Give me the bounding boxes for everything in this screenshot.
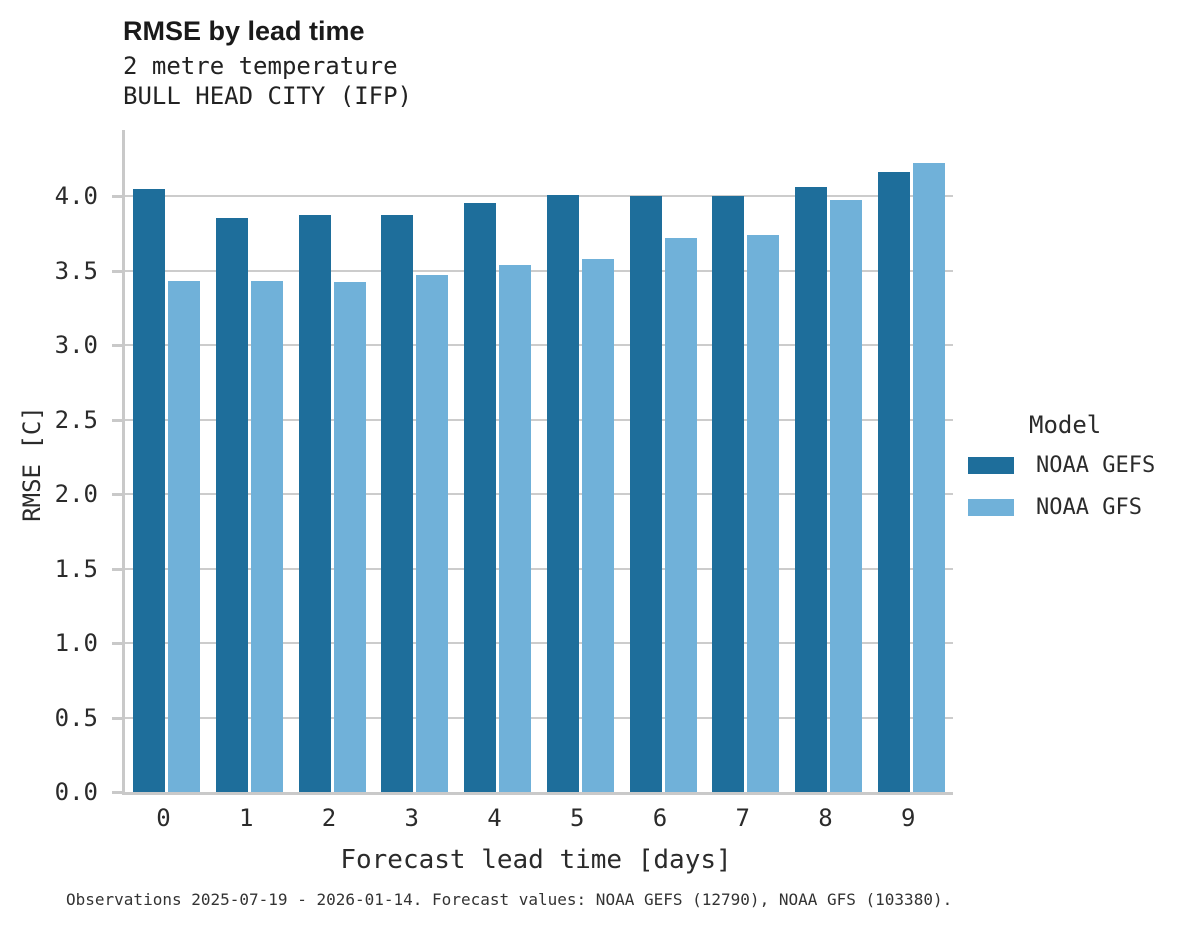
y-tick-mark [112,344,122,347]
bar-noaa-gefs-lead-3 [381,215,414,792]
y-tick-label-1.5: 1.5 [54,554,98,583]
gridline-y-2.5 [125,418,953,421]
x-tick-label-5: 5 [570,804,585,832]
x-tick-label-8: 8 [818,804,833,832]
legend-label: NOAA GFS [1036,495,1142,520]
gridline-y-3.0 [125,344,953,346]
bar-noaa-gfs-lead-9 [912,163,945,792]
x-tick-label-7: 7 [735,804,750,832]
x-tick-label-2: 2 [321,804,337,832]
gridline-y-4.0 [125,195,953,197]
y-tick-label-1.0: 1.0 [54,629,98,657]
x-axis-title: Forecast lead time [days] [340,845,732,875]
gridline-y-2.0 [125,493,953,495]
gridline-y-0.5 [125,716,953,719]
x-tick-label-1: 1 [239,804,254,832]
bar-noaa-gfs-lead-6 [664,238,697,792]
y-tick-mark [112,642,122,645]
bar-noaa-gefs-lead-4 [464,203,496,792]
footer-note: Observations 2025-07-19 - 2026-01-14. Fo… [66,890,953,909]
gridline-y-1.5 [125,567,953,570]
y-tick-mark [112,716,122,720]
x-tick-label-4: 4 [487,804,502,832]
bar-noaa-gfs-lead-2 [333,282,366,792]
legend-item-noaa-gfs: NOAA GFS [968,495,1183,520]
gridline-y-1.0 [125,642,953,644]
y-tick-mark [112,269,122,273]
y-tick-mark [112,791,122,794]
bar-noaa-gfs-lead-4 [499,265,531,792]
y-tick-label-4.0: 4.0 [54,182,98,210]
chart-title: RMSE by lead time [123,16,365,46]
y-tick-mark [112,195,122,198]
bar-noaa-gfs-lead-8 [830,200,862,792]
bar-noaa-gfs-lead-5 [581,259,614,792]
bar-noaa-gefs-lead-1 [215,218,248,792]
bar-noaa-gfs-lead-3 [416,275,449,792]
gridline-y-3.5 [125,269,953,272]
legend-swatch-icon [968,457,1014,474]
plot-area [122,130,953,795]
legend-title: Model [1029,411,1102,439]
y-tick-label-0.5: 0.5 [54,703,98,732]
x-tick-label-3: 3 [404,804,419,832]
x-tick-label-6: 6 [652,804,668,832]
y-tick-mark [112,493,122,496]
y-tick-label-0.0: 0.0 [54,778,98,806]
legend-label: NOAA GEFS [1036,453,1156,478]
bar-noaa-gfs-lead-7 [747,235,780,792]
chart-subtitle-station: BULL HEAD CITY (IFP) [123,82,412,110]
bar-noaa-gfs-lead-1 [250,281,283,792]
bar-noaa-gefs-lead-8 [795,187,827,792]
y-tick-label-2.0: 2.0 [54,480,98,508]
bar-noaa-gefs-lead-6 [629,196,662,792]
x-tick-label-0: 0 [156,804,171,832]
y-tick-mark [112,418,122,422]
bar-noaa-gefs-lead-2 [298,215,331,792]
chart-subtitle-variable: 2 metre temperature [123,52,398,80]
y-tick-label-3.0: 3.0 [54,331,98,359]
bar-noaa-gefs-lead-0 [133,189,165,792]
bar-noaa-gfs-lead-0 [168,281,200,792]
legend: Model NOAA GEFS NOAA GFS [968,411,1183,537]
y-tick-mark [112,567,122,571]
y-tick-label-2.5: 2.5 [54,405,98,434]
legend-swatch-icon [968,499,1014,516]
y-tick-label-3.5: 3.5 [54,256,98,285]
bar-noaa-gefs-lead-9 [877,172,910,792]
x-tick-label-9: 9 [901,804,916,832]
legend-item-noaa-gefs: NOAA GEFS [968,453,1183,478]
bar-noaa-gefs-lead-7 [712,196,745,792]
bar-noaa-gefs-lead-5 [546,195,579,792]
